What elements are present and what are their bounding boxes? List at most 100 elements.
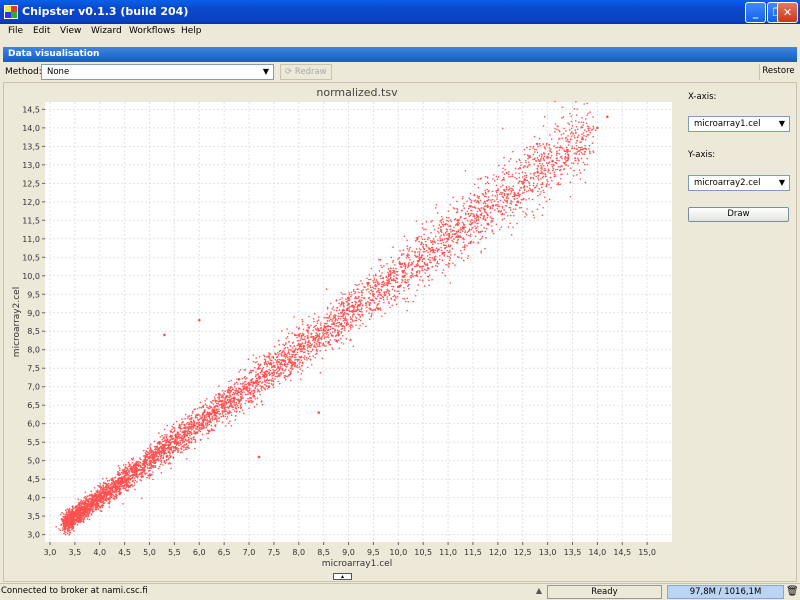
data-point (232, 408, 234, 411)
data-point (408, 250, 410, 252)
data-point (502, 196, 505, 199)
menu-workflows[interactable]: Workflows (129, 26, 176, 36)
data-point (416, 262, 419, 265)
data-point (520, 206, 522, 209)
data-point (569, 150, 571, 153)
data-point (189, 434, 191, 437)
data-point (348, 305, 351, 308)
data-point (507, 226, 510, 228)
data-point (107, 498, 110, 501)
data-point (206, 429, 209, 432)
menu-wizard[interactable]: Wizard (91, 26, 122, 36)
data-point (386, 279, 388, 281)
data-point (290, 370, 292, 372)
data-point (426, 255, 429, 257)
data-point (194, 440, 197, 442)
data-point (263, 373, 266, 376)
data-point (278, 369, 281, 371)
menu-edit[interactable]: Edit (33, 26, 51, 36)
data-point (535, 148, 538, 151)
data-point (163, 460, 166, 462)
data-point (329, 318, 332, 321)
data-point (456, 219, 458, 222)
data-point (324, 330, 327, 332)
data-point (414, 265, 417, 268)
data-point (453, 218, 456, 221)
menu-help[interactable]: Help (181, 26, 202, 36)
data-point (123, 481, 126, 484)
data-point (196, 407, 199, 410)
data-point (233, 383, 236, 386)
data-point (317, 345, 319, 348)
data-point (567, 154, 570, 157)
minimize-button[interactable]: _ (745, 2, 766, 23)
data-point (484, 230, 487, 233)
data-point (542, 165, 545, 167)
redraw-button[interactable]: ⟳ Redraw (280, 64, 332, 80)
data-point (560, 173, 562, 176)
data-point (96, 506, 99, 509)
data-point (265, 362, 268, 365)
data-point (554, 131, 556, 133)
data-point (390, 272, 392, 274)
data-point (156, 455, 158, 457)
data-point (299, 378, 302, 381)
data-point (320, 322, 322, 324)
data-point (419, 257, 422, 259)
data-point (278, 344, 281, 346)
data-point (296, 351, 299, 354)
data-point (553, 164, 555, 167)
data-point (559, 183, 562, 186)
data-point (184, 436, 186, 438)
data-point (202, 423, 205, 426)
data-point (520, 180, 523, 183)
data-point (518, 189, 521, 192)
data-point (477, 196, 479, 199)
data-point (337, 317, 340, 320)
data-point (255, 357, 258, 359)
data-point (573, 136, 576, 139)
data-point (569, 167, 572, 170)
data-point (246, 389, 249, 392)
data-point (559, 145, 562, 147)
data-point (300, 359, 303, 361)
data-point (577, 162, 579, 165)
data-point (485, 211, 487, 214)
data-point (575, 131, 577, 134)
data-point (259, 371, 262, 374)
data-point (329, 332, 332, 335)
data-point (306, 347, 309, 349)
data-point (117, 483, 120, 486)
data-point (276, 375, 278, 378)
close-window-button[interactable]: ✕ (777, 2, 798, 23)
data-point (283, 375, 286, 377)
data-point (306, 359, 308, 361)
data-point (179, 443, 182, 446)
data-point (205, 426, 208, 429)
data-point (314, 345, 316, 348)
data-point (267, 360, 269, 363)
method-select[interactable]: None ▼ (41, 64, 274, 80)
data-point (347, 303, 350, 306)
data-point (463, 202, 465, 205)
data-point (336, 319, 339, 321)
data-point (448, 263, 451, 265)
data-point (517, 182, 520, 184)
data-point (221, 413, 224, 415)
menu-view[interactable]: View (60, 26, 82, 36)
data-point (152, 478, 154, 481)
data-point (578, 160, 580, 162)
data-point (490, 219, 493, 222)
data-point (541, 163, 544, 165)
data-point (528, 161, 530, 164)
data-point (581, 153, 584, 155)
data-point (285, 337, 288, 340)
restore-button[interactable]: Restore (759, 64, 797, 80)
data-point (468, 197, 471, 199)
data-point (184, 438, 187, 441)
data-point (571, 145, 574, 147)
data-point (464, 170, 467, 172)
data-point (380, 277, 382, 280)
data-point (129, 475, 131, 478)
menu-file[interactable]: File (8, 26, 24, 36)
